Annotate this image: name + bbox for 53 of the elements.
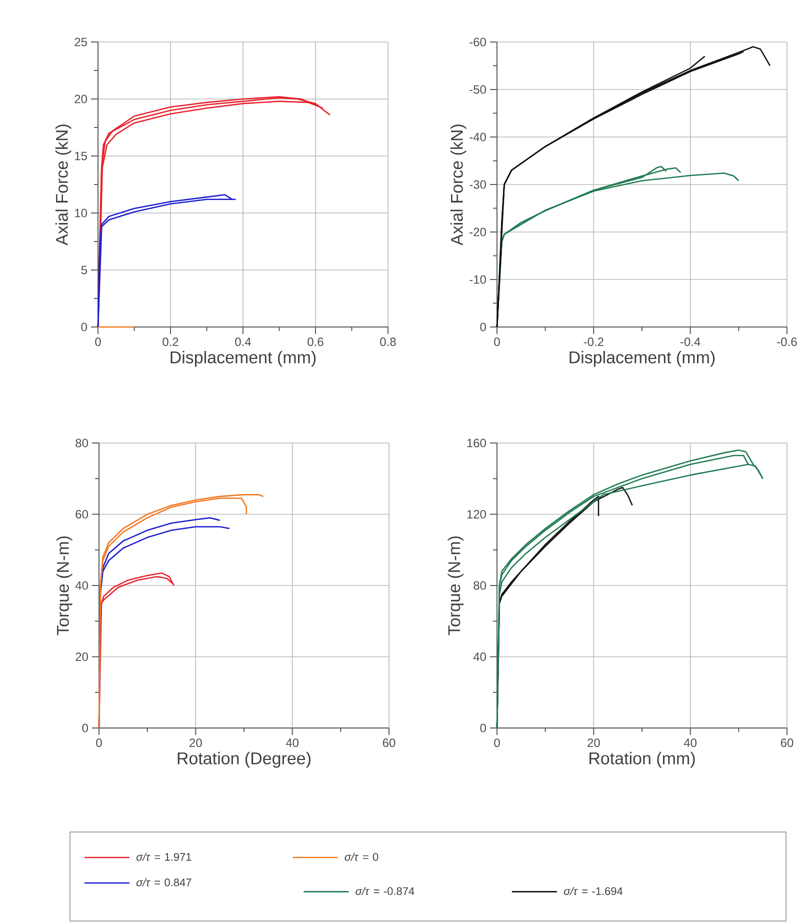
y-tick-label: 5 bbox=[81, 266, 87, 274]
y-tick-label: 0 bbox=[81, 322, 87, 332]
y-axis-title: Torque (N-m) bbox=[56, 536, 72, 636]
y-tick-label: -20 bbox=[470, 228, 486, 236]
y-tick-label: 0 bbox=[480, 724, 486, 732]
y-tick-label: 60 bbox=[76, 510, 88, 518]
x-tick-label: 60 bbox=[780, 738, 794, 748]
x-axis-title: Rotation (mm) bbox=[590, 752, 695, 768]
x-tick-label: 0 bbox=[494, 738, 500, 748]
y-tick-label: -30 bbox=[470, 180, 486, 189]
x-tick-label: 0 bbox=[494, 338, 500, 346]
y-tick-label: 40 bbox=[473, 652, 486, 661]
y-tick-label: 20 bbox=[74, 94, 87, 104]
y-tick-label: -10 bbox=[470, 275, 486, 284]
y-tick-label: -50 bbox=[470, 85, 486, 94]
y-tick-label: 25 bbox=[74, 38, 87, 46]
x-tick-label: -0.6 bbox=[777, 338, 797, 346]
y-tick-label: 15 bbox=[75, 152, 87, 160]
legend-label: σ/τ = 1.971 bbox=[136, 852, 192, 861]
y-tick-label: -60 bbox=[470, 38, 486, 46]
x-tick-label: -0.4 bbox=[680, 338, 700, 346]
y-axis-title: Torque (N-m) bbox=[448, 536, 464, 636]
y-tick-label: 120 bbox=[467, 510, 486, 518]
x-tick-label: 40 bbox=[286, 738, 299, 748]
legend-label: σ/τ = -0.874 bbox=[356, 886, 414, 896]
y-tick-label: 40 bbox=[75, 581, 88, 590]
y-tick-label: 80 bbox=[474, 581, 486, 590]
y-tick-label: 0 bbox=[82, 724, 88, 732]
x-tick-label: 20 bbox=[588, 738, 600, 748]
x-axis-title: Rotation (Degree) bbox=[178, 752, 310, 768]
y-tick-label: -40 bbox=[470, 132, 486, 142]
x-tick-label: -0.2 bbox=[584, 338, 604, 346]
y-tick-label: 0 bbox=[480, 322, 486, 332]
x-tick-label: 0 bbox=[95, 338, 101, 346]
y-tick-label: 80 bbox=[76, 438, 88, 448]
x-tick-label: 40 bbox=[684, 738, 697, 748]
y-tick-label: 20 bbox=[76, 652, 88, 661]
legend-label: σ/τ = 0 bbox=[344, 852, 378, 861]
y-axis-title: Axial Force (kN) bbox=[450, 124, 466, 246]
x-tick-label: 0.8 bbox=[380, 338, 396, 346]
x-tick-label: 60 bbox=[382, 738, 396, 748]
x-tick-label: 0.4 bbox=[235, 338, 251, 346]
x-tick-label: 0.6 bbox=[308, 338, 324, 346]
x-axis-title: Displacement (mm) bbox=[570, 350, 715, 367]
x-tick-label: 0 bbox=[96, 738, 102, 748]
y-axis-title: Axial Force (kN) bbox=[55, 124, 72, 246]
x-tick-label: 0.2 bbox=[162, 338, 178, 346]
x-axis-title: Displacement (mm) bbox=[170, 350, 316, 367]
legend-label: σ/τ = 0.847 bbox=[136, 878, 192, 886]
y-tick-label: 10 bbox=[75, 208, 87, 218]
x-tick-label: 20 bbox=[190, 738, 202, 748]
legend-label: σ/τ = -1.694 bbox=[564, 886, 623, 896]
y-tick-label: 160 bbox=[467, 438, 486, 448]
